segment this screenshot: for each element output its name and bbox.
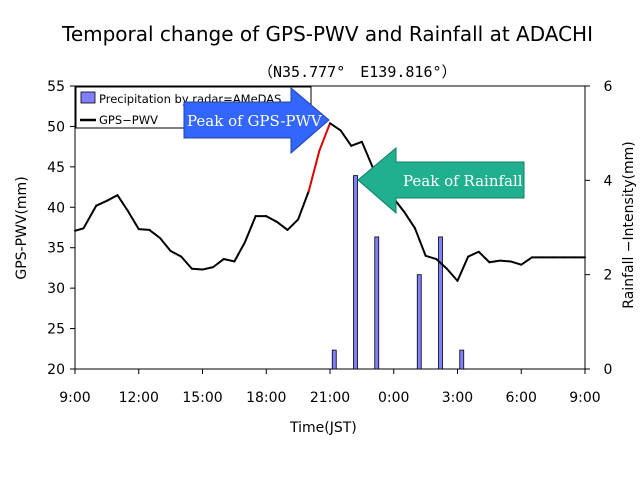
pwv-line-segment [435,258,448,270]
pwv-line-segment [116,194,130,213]
chart-subtitle: （N35.777° E139.816°） [258,63,457,81]
pwv-line-segment [424,254,438,261]
pwv-line-segment [350,140,363,147]
precip-bar [374,236,380,370]
pwv-line-segment [222,258,236,263]
x-tick-label: 0:00 [378,390,409,406]
x-axis-label: Time(JST) [289,420,357,436]
pwv-line-segment [477,250,491,264]
y-left-axis: 20 25 30 35 40 45 50 55 [47,79,75,378]
x-tick-label: 12:00 [119,390,159,406]
precip-bar [416,274,422,370]
pwv-line-segment [467,250,480,258]
pwv-lines [74,122,586,282]
pwv-line-segment [95,199,108,207]
peak-pwv-callout: Peak of GPS-PWV [183,86,330,155]
precip-bar [353,175,358,370]
x-axis: 9:00 12:00 15:00 18:00 21:00 0:00 3:00 6:00 9:00 [59,369,601,406]
plot-area [74,85,586,370]
y-left-tick-label: 45 [47,160,65,176]
y-left-tick-label: 20 [47,362,65,378]
y-right-tick-label: 4 [604,173,613,189]
peak-rain-label: Peak of Rainfall [403,172,523,190]
y-left-tick-label: 40 [47,200,65,216]
pwv-line-segment [403,211,416,230]
peak-pwv-arrow [183,86,330,155]
pwv-line-segment [286,218,300,231]
pwv-line-segment [233,241,246,263]
pwv-line-segment [275,220,289,231]
pwv-line-segment-rise [307,149,321,193]
precip-bar [331,349,337,370]
y-left-tick-label: 50 [47,119,65,135]
pwv-line-segment [127,210,140,231]
x-tick-label: 21:00 [310,390,350,406]
y-right-tick-label: 0 [604,362,613,378]
pwv-line-segment [244,215,257,244]
pwv-line-segment [169,249,183,258]
legend-pwv-label: GPS−PWV [99,113,158,127]
pwv-line-segment [520,256,533,266]
y-right-axis-label: Rainfall −Intensity(mm) [621,141,637,308]
legend-precip-swatch [80,91,96,104]
pwv-line-segment-rise [318,122,331,152]
peak-rain-arrow [357,146,525,215]
y-left-axis-label: GPS-PWV(mm) [14,176,30,279]
x-tick-label: 9:00 [59,390,90,406]
y-right-tick-label: 6 [604,79,613,95]
pwv-line-segment [297,190,310,221]
pwv-line-segment [488,259,501,264]
peak-rain-callout: Peak of Rainfall [357,146,525,215]
y-left-tick-label: 35 [47,241,65,257]
precip-bar [459,349,465,370]
plot-frame [74,85,586,370]
pwv-line-segment [509,260,523,266]
pwv-line-segment [456,255,470,282]
pwv-line-segment [414,227,427,257]
pwv-line-segment [360,140,374,168]
pwv-line-segment [74,227,85,232]
pwv-line-segment [190,267,204,271]
precip-bar [438,236,443,370]
x-tick-label: 18:00 [246,390,286,406]
pwv-line-segment [148,228,161,240]
x-tick-label: 15:00 [182,390,222,406]
pwv-line-segment [329,122,342,132]
x-tick-label: 3:00 [442,390,473,406]
chart-title: Temporal change of GPS-PWV and Rainfall … [61,22,593,46]
pwv-line-segment [445,267,459,282]
y-left-tick-label: 25 [47,322,65,338]
y-right-axis: 0 2 4 6 [585,79,613,378]
pwv-line-segment [339,129,353,147]
pwv-line-segment [82,204,98,230]
pwv-line-segment [105,194,119,202]
y-left-tick-label: 30 [47,281,65,297]
pwv-line-segment [159,237,172,252]
precip-bars [331,175,465,370]
x-tick-label: 6:00 [506,390,537,406]
pwv-line-segment [499,259,512,263]
pwv-line-segment [137,228,151,231]
x-tick-label: 9:00 [569,390,600,406]
pwv-line-segment [180,255,193,270]
pwv-line-segment [265,215,278,223]
peak-pwv-label: Peak of GPS-PWV [187,112,323,130]
y-right-tick-label: 2 [604,268,613,284]
pwv-line-segment [201,266,215,271]
pwv-line-segment [212,258,225,269]
y-left-tick-label: 55 [47,79,65,95]
